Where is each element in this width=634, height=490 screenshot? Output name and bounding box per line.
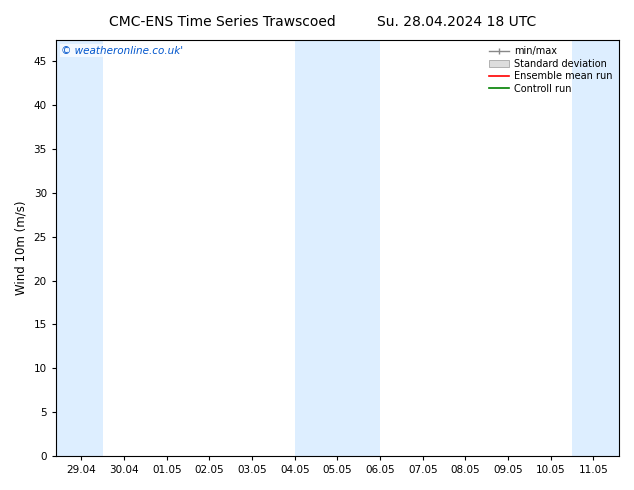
Text: CMC-ENS Time Series Trawscoed: CMC-ENS Time Series Trawscoed [108, 15, 335, 29]
Y-axis label: Wind 10m (m/s): Wind 10m (m/s) [15, 200, 28, 295]
Bar [295, 40, 380, 456]
Text: © weatheronline.co.uk': © weatheronline.co.uk' [61, 46, 184, 56]
Bar [56, 40, 103, 456]
Bar [572, 40, 619, 456]
Text: Su. 28.04.2024 18 UTC: Su. 28.04.2024 18 UTC [377, 15, 536, 29]
Legend: min/max, Standard deviation, Ensemble mean run, Controll run: min/max, Standard deviation, Ensemble me… [488, 45, 614, 96]
